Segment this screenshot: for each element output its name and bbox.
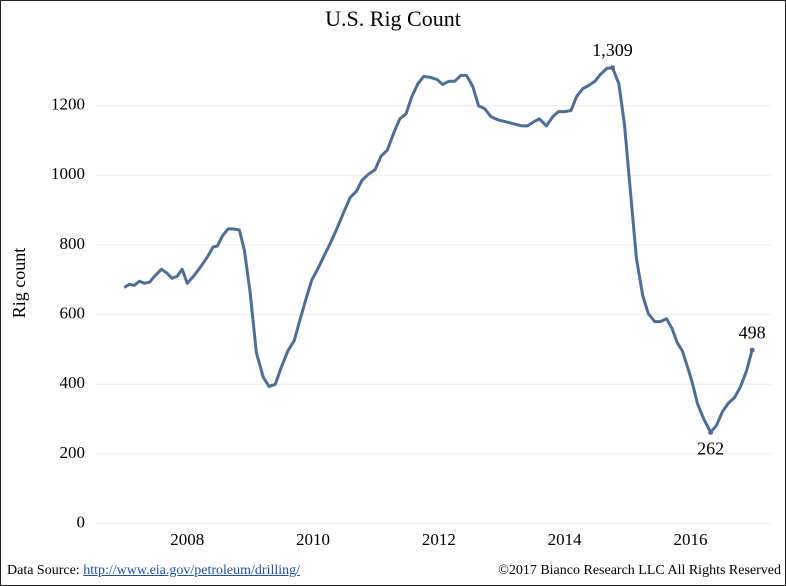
y-tick-label: 800 — [60, 234, 86, 253]
source: Data Source: http://www.eia.gov/petroleu… — [7, 563, 300, 579]
point — [708, 429, 714, 435]
line — [123, 66, 754, 434]
x-tick-label: 2010 — [296, 530, 330, 549]
point — [609, 65, 615, 71]
x-tick-label: 2016 — [673, 530, 707, 549]
data-label: 262 — [697, 438, 724, 458]
x-tick-label: 2008 — [170, 530, 204, 549]
copyright: ©2017 Bianco Research LLC All Rights Res… — [498, 563, 781, 578]
x-tick-label: 2012 — [422, 530, 456, 549]
x-tick-label: 2014 — [548, 530, 583, 549]
y-tick-label: 1200 — [51, 95, 85, 114]
y-tick-label: 1000 — [51, 164, 85, 183]
y-tick-label: 200 — [60, 443, 86, 462]
chart-title: U.S. Rig Count — [325, 6, 461, 31]
y-tick-label: 0 — [77, 512, 86, 531]
data-label: 498 — [739, 322, 766, 342]
source-link[interactable]: http://www.eia.gov/petroleum/drilling/ — [83, 563, 301, 578]
chart: U.S. Rig Count Rig count 0 200 400 600 800 10… — [9, 6, 771, 549]
point — [749, 347, 755, 353]
y-axis-label: Rig count — [9, 248, 29, 319]
y-tick-label: 400 — [60, 373, 86, 392]
y-tick-label: 600 — [60, 304, 86, 323]
data-label: 1,309 — [592, 40, 633, 60]
source-label: Data Source: — [7, 563, 80, 578]
